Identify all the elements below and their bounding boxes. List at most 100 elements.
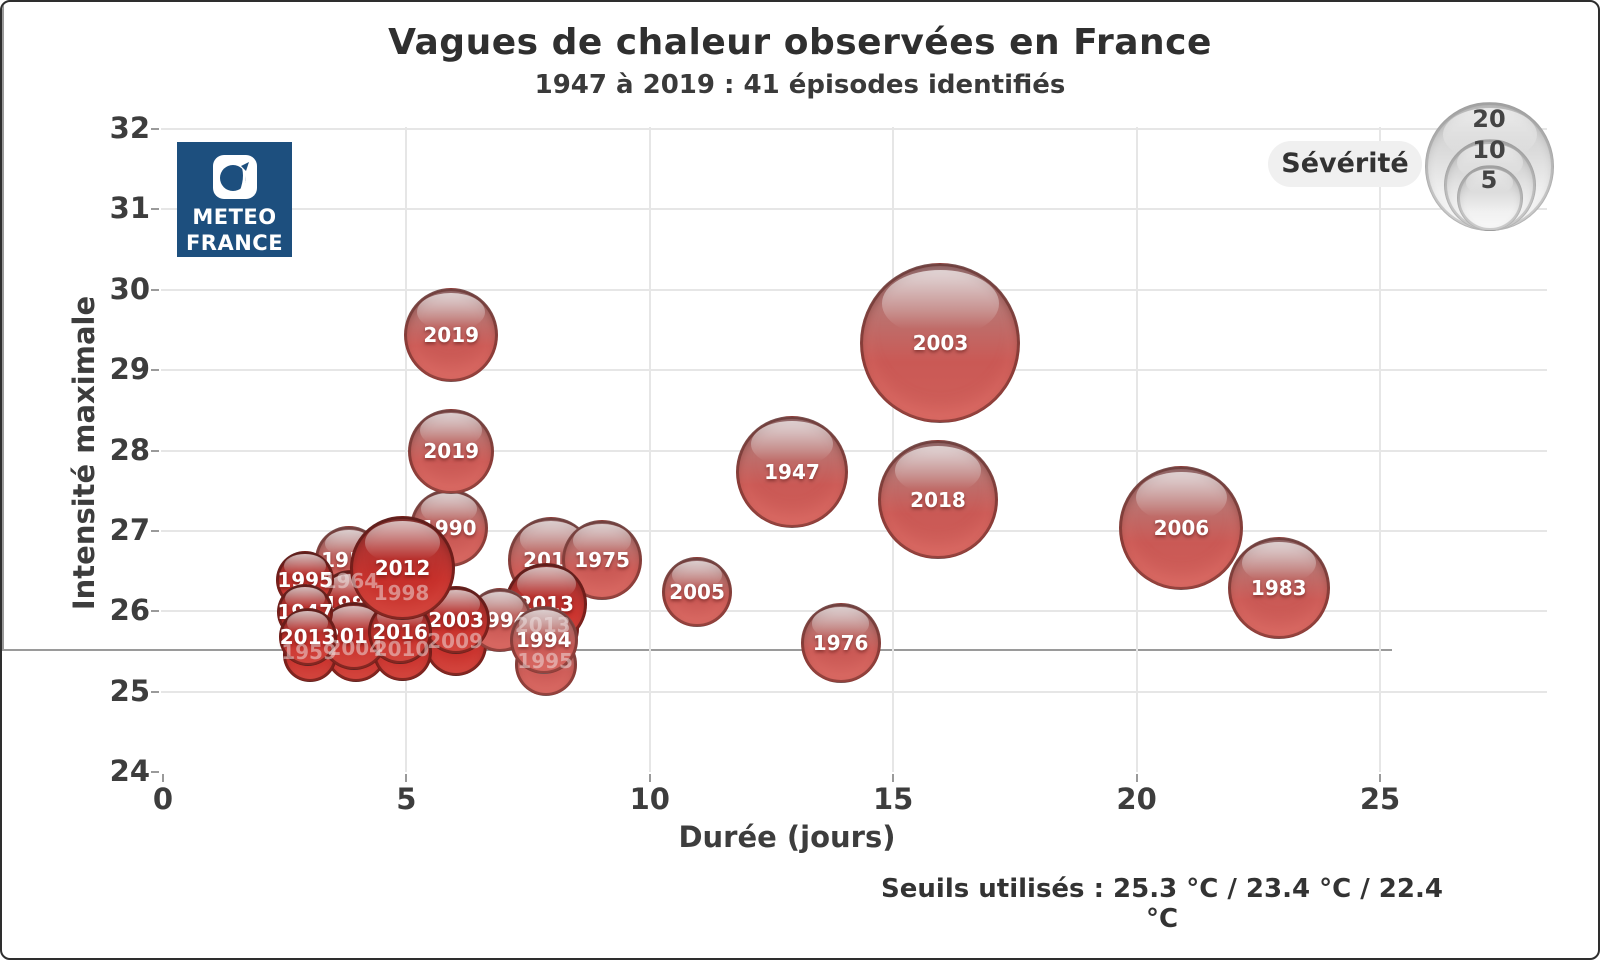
bubble-gloss (751, 420, 833, 468)
gridline-horizontal (161, 208, 1547, 211)
y-tick-label: 28 (109, 432, 150, 467)
bubble-2019: 2019 (404, 287, 499, 382)
y-tick-label: 31 (109, 191, 150, 226)
y-tick-label: 30 (109, 271, 150, 306)
y-tick-mark (151, 529, 159, 532)
y-tick-mark (151, 771, 159, 773)
bubble-2003: 2003 (860, 262, 1021, 424)
occluded-bubble-year-label: 1995 (517, 649, 573, 674)
bubble-gloss (1241, 542, 1316, 585)
bubble-gloss (420, 492, 477, 525)
gridline-horizontal (161, 690, 1547, 693)
x-tick-label: 0 (152, 782, 174, 816)
legend-size-value: 20 (1472, 105, 1506, 133)
x-axis-label: Durée (jours) (678, 820, 896, 854)
y-axis-label: Intensité maximale (67, 295, 101, 611)
bubble-year-label: 1975 (574, 547, 630, 572)
y-tick-label: 32 (109, 111, 150, 145)
bubble-2006: 2006 (1119, 465, 1244, 590)
bubble-year-label: 1983 (1250, 576, 1307, 601)
bubble-2012: 2012 (350, 515, 455, 621)
occluded-bubble-year-label: 2013 (514, 613, 571, 638)
y-tick-label: 27 (109, 512, 150, 547)
gridline-horizontal (161, 449, 1547, 452)
bubble-gloss (894, 445, 982, 496)
occluded-bubble-year-label: 2010 (373, 637, 430, 662)
bubble-gloss (364, 520, 441, 564)
y-tick-label: 29 (109, 352, 150, 387)
bubble-year-label: 1994 (515, 628, 572, 653)
bubble-year-label: 2005 (669, 580, 725, 605)
bubble-year-label: 2003 (428, 608, 484, 633)
x-axis-spine (2, 649, 1392, 651)
legend-severity-label: Sévérité (1268, 141, 1422, 187)
y-tick-label: 24 (109, 754, 150, 788)
bubble-gloss (284, 554, 326, 578)
meteo-france-logo: METEO FRANCE (177, 142, 292, 257)
bubble-year-label: 1976 (812, 630, 869, 655)
bubble-gloss (420, 412, 483, 449)
gridline-horizontal (161, 288, 1547, 291)
x-tick-label: 20 (1116, 782, 1157, 816)
y-tick-label: 25 (109, 673, 150, 708)
logo-text-line1: METEO (192, 205, 277, 229)
gridline-horizontal (161, 529, 1547, 532)
bubble-2005: 2005 (662, 557, 732, 628)
bubble-1983: 1983 (1227, 537, 1330, 640)
occluded-bubble-year-label: 2009 (427, 629, 483, 654)
y-tick-label: 26 (109, 593, 150, 628)
x-tick-label: 25 (1359, 782, 1401, 816)
bubble-year-label: 2006 (1153, 515, 1210, 540)
bubble-year-label: 2019 (423, 322, 480, 347)
x-tick-mark (1135, 774, 1138, 782)
gridline-horizontal (161, 369, 1547, 372)
y-tick-mark (151, 369, 159, 372)
bubble-year-label: 1947 (764, 459, 820, 484)
plot-area: 0 5 10 15 20 25 24 25 26 27 28 29 30 31 32 1998 2013 1964… (2, 2, 1598, 816)
y-tick-mark (151, 610, 159, 613)
y-tick-mark (151, 690, 159, 693)
occluded-bubble-year-label: 1959 (281, 639, 337, 664)
chart-subtitle: 1947 à 2019 : 41 épisodes identifiés (534, 70, 1066, 100)
x-tick-mark (892, 774, 895, 782)
bubble-2013: 2013 (278, 608, 337, 667)
bubble-gloss (516, 567, 576, 601)
y-tick-mark (151, 288, 159, 291)
gridline-horizontal (161, 128, 1547, 130)
bubble-gloss (881, 270, 999, 337)
bubble-year-label: 2018 (910, 487, 966, 512)
bubble-year-label: 2012 (374, 556, 431, 581)
legend-circle-gloss (1466, 169, 1514, 196)
x-tick-mark (162, 774, 164, 782)
x-tick-label: 5 (396, 782, 417, 816)
x-tick-label: 15 (873, 782, 914, 816)
x-tick-mark (648, 774, 651, 782)
bubble-gloss (671, 560, 723, 590)
legend-size-value: 5 (1480, 166, 1498, 194)
chart-title: Vagues de chaleur observées en France (388, 22, 1212, 63)
bubble-year-label: 2013 (279, 625, 336, 650)
x-tick-mark (1379, 774, 1381, 782)
x-tick-mark (405, 774, 408, 782)
y-tick-mark (151, 128, 159, 130)
bubble-gloss (519, 610, 569, 638)
thresholds-note: Seuils utilisés : 25.3 °C / 23.4 °C / 22… (881, 874, 1443, 934)
bubble-gloss (811, 607, 870, 640)
y-tick-mark (151, 449, 159, 452)
logo-text-line2: FRANCE (185, 231, 284, 255)
bubble-gloss (1136, 471, 1227, 523)
bubble-year-label: 2003 (912, 330, 969, 355)
y-tick-mark (151, 208, 159, 211)
bubble-year-label: 2019 (423, 439, 480, 464)
bubble-gloss (573, 524, 631, 557)
bubble-gloss (285, 587, 326, 611)
legend-size-value: 10 (1472, 136, 1506, 164)
bubble-gloss (286, 611, 329, 635)
y-axis-spine (2, 2, 4, 649)
meteo-france-logo-icon (177, 154, 292, 204)
x-tick-label: 10 (629, 782, 670, 816)
bubble-year-label: 2016 (372, 620, 428, 645)
bubble-1994: 1994 (509, 606, 578, 675)
occluded-bubble-year-label: 2004 (327, 635, 384, 660)
